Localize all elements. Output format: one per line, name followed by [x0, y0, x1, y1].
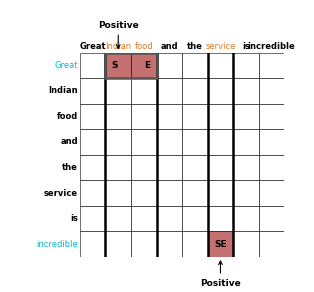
Bar — [233, 231, 259, 257]
Bar — [106, 155, 131, 180]
Bar — [106, 53, 131, 78]
Text: SE: SE — [214, 240, 227, 249]
Bar — [182, 129, 208, 155]
Bar — [208, 129, 233, 155]
Bar — [131, 129, 157, 155]
Bar — [233, 104, 259, 129]
Bar — [259, 206, 284, 231]
Text: service: service — [44, 189, 78, 198]
Bar — [157, 231, 182, 257]
Bar — [233, 129, 259, 155]
Text: E: E — [144, 61, 151, 70]
Bar — [157, 180, 182, 206]
Bar — [157, 104, 182, 129]
Text: Great: Great — [54, 61, 78, 70]
Bar — [208, 206, 233, 231]
Text: Indian: Indian — [48, 86, 78, 95]
Bar — [157, 129, 182, 155]
Bar — [233, 180, 259, 206]
Bar — [131, 231, 157, 257]
Bar — [80, 180, 106, 206]
Bar — [80, 104, 106, 129]
Bar — [208, 155, 233, 180]
Bar — [131, 78, 157, 104]
Text: Great: Great — [79, 41, 106, 51]
Text: is: is — [242, 41, 250, 51]
Bar — [233, 206, 259, 231]
Bar — [157, 53, 182, 78]
Bar — [106, 231, 131, 257]
Bar — [259, 78, 284, 104]
Bar — [182, 78, 208, 104]
Bar — [182, 155, 208, 180]
Text: food: food — [134, 41, 153, 51]
Bar — [106, 53, 157, 78]
Text: incredible: incredible — [36, 240, 78, 249]
Text: Indian: Indian — [105, 41, 131, 51]
Bar — [106, 104, 131, 129]
Text: S: S — [111, 61, 118, 70]
Text: Positive: Positive — [200, 261, 241, 288]
Bar — [233, 53, 259, 78]
Bar — [208, 180, 233, 206]
Bar — [208, 78, 233, 104]
Bar — [182, 231, 208, 257]
Bar — [259, 231, 284, 257]
Bar — [131, 180, 157, 206]
Bar — [106, 206, 131, 231]
Bar — [80, 129, 106, 155]
Bar — [80, 231, 106, 257]
Text: food: food — [57, 112, 78, 121]
Bar — [259, 53, 284, 78]
Text: the: the — [187, 41, 203, 51]
Bar — [106, 180, 131, 206]
Bar — [157, 206, 182, 231]
Bar — [233, 78, 259, 104]
Text: the: the — [62, 163, 78, 172]
Text: and: and — [60, 138, 78, 147]
Bar — [208, 231, 233, 257]
Bar — [182, 104, 208, 129]
Text: is: is — [70, 214, 78, 223]
Text: Positive: Positive — [98, 20, 138, 48]
Bar — [259, 180, 284, 206]
Bar — [80, 155, 106, 180]
Bar — [106, 78, 131, 104]
Bar — [259, 104, 284, 129]
Bar — [259, 155, 284, 180]
Bar — [259, 129, 284, 155]
Text: and: and — [160, 41, 178, 51]
Bar — [131, 206, 157, 231]
Bar — [131, 104, 157, 129]
Bar — [233, 155, 259, 180]
Bar — [131, 155, 157, 180]
Text: incredible: incredible — [248, 41, 295, 51]
Text: service: service — [205, 41, 236, 51]
Bar — [80, 53, 106, 78]
Bar — [182, 206, 208, 231]
Bar — [208, 104, 233, 129]
Bar — [131, 53, 157, 78]
Bar — [157, 155, 182, 180]
Bar — [208, 53, 233, 78]
Bar — [80, 78, 106, 104]
Bar — [182, 53, 208, 78]
Bar — [157, 78, 182, 104]
Bar — [80, 206, 106, 231]
Bar — [182, 180, 208, 206]
Bar — [106, 129, 131, 155]
